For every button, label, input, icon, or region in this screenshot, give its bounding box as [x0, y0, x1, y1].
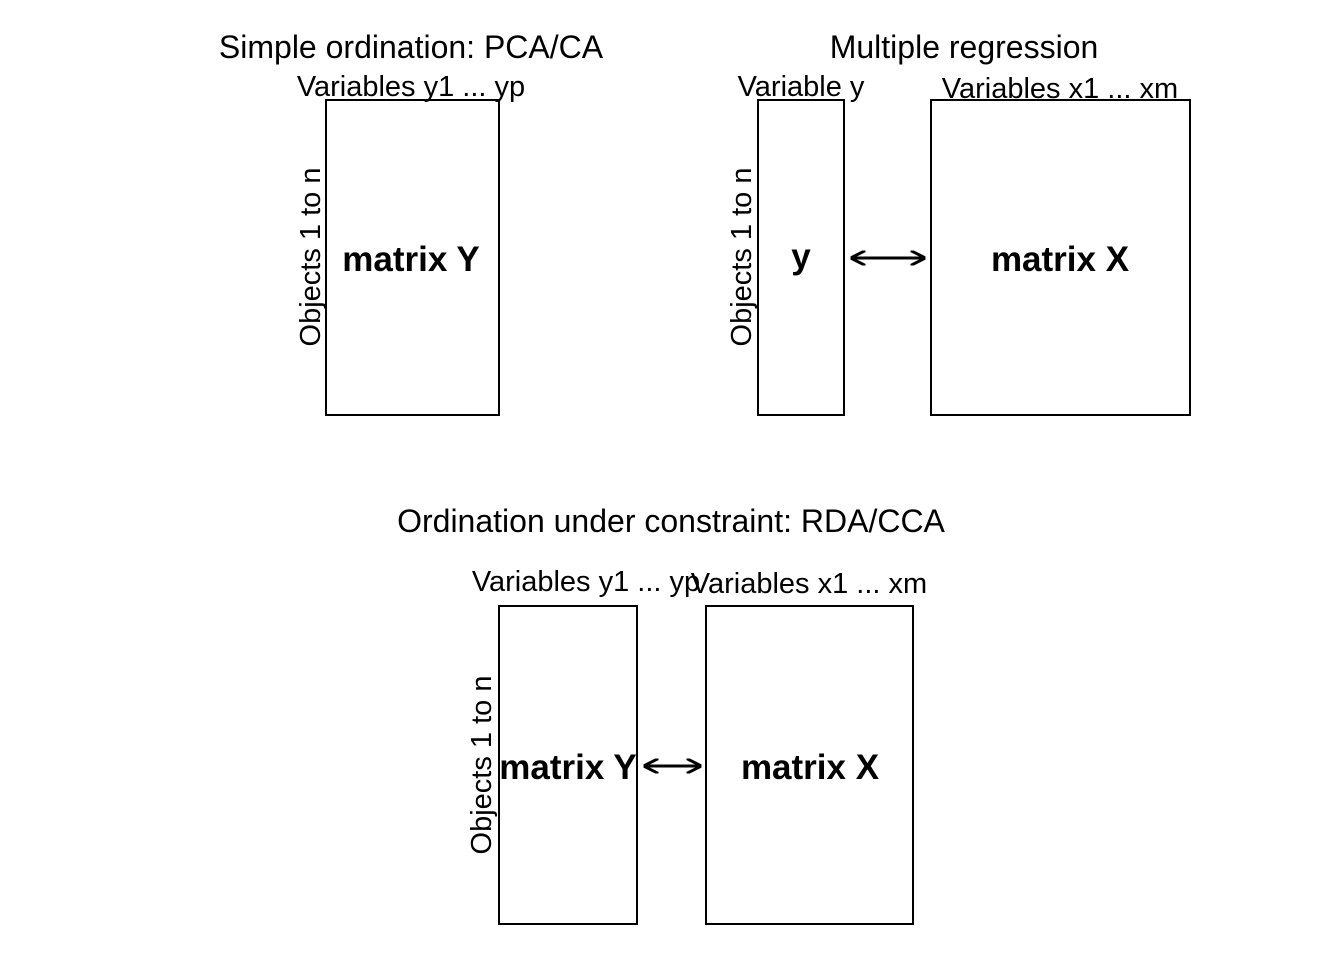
pca-matrix-y-box: [325, 99, 500, 416]
pca-matrix-y-label: matrix Y: [342, 240, 480, 279]
regression-y-label: y: [791, 237, 811, 276]
panel-rda-title: Ordination under constraint: RDA/CCA: [397, 503, 945, 539]
panel-regression-title: Multiple regression: [830, 29, 1099, 65]
rda-explanatory-label: Variables x1 ... xm: [691, 568, 927, 600]
pca-variables-label: Variables y1 ... yp: [297, 71, 525, 103]
regression-response-label: Variable y: [738, 71, 865, 103]
rda-response-label: Variables y1 ... yp: [472, 566, 700, 598]
rda-matrix-x-box: [705, 605, 914, 925]
regression-x-box: [930, 99, 1191, 416]
panel-regression: Multiple regression Variable y Variables…: [726, 29, 1191, 416]
panel-pca: Simple ordination: PCA/CA Variables y1 .…: [219, 29, 604, 416]
regression-objects-label: Objects 1 to n: [726, 168, 758, 347]
panel-rda: Ordination under constraint: RDA/CCA Var…: [397, 503, 946, 925]
regression-y-box: [757, 99, 845, 416]
rda-matrix-x-label: matrix X: [741, 748, 880, 787]
pca-objects-label: Objects 1 to n: [295, 168, 327, 347]
rda-objects-label: Objects 1 to n: [466, 676, 498, 855]
panel-pca-title: Simple ordination: PCA/CA: [219, 29, 604, 65]
rda-matrix-y-label: matrix Y: [499, 748, 637, 787]
regression-matrix-x-label: matrix X: [991, 240, 1130, 279]
rda-matrix-y-box: [498, 605, 638, 925]
